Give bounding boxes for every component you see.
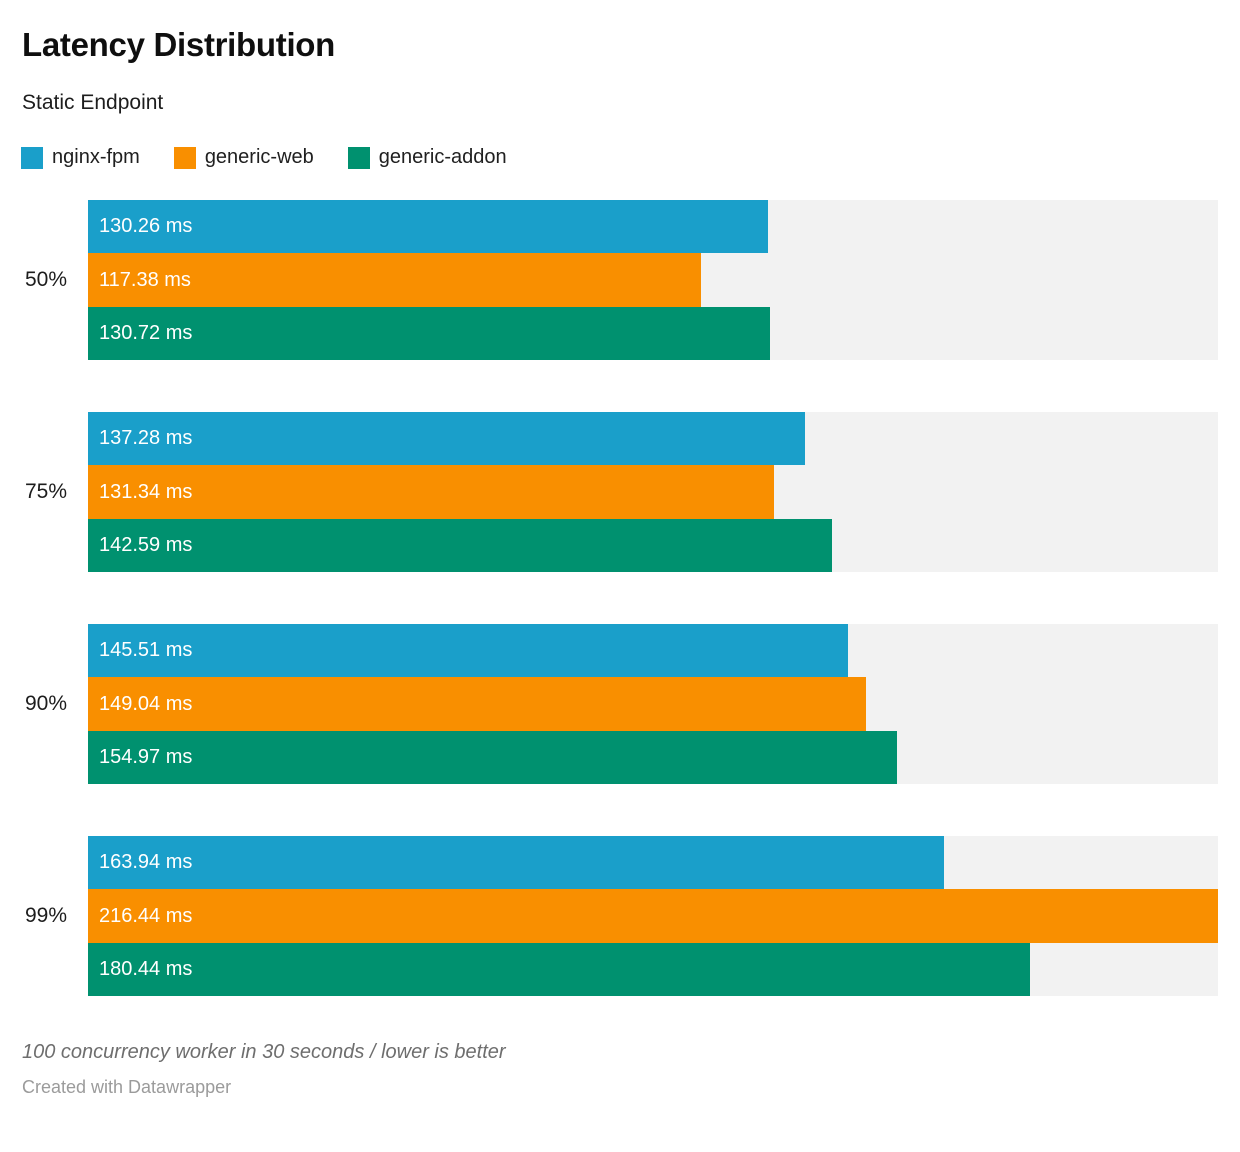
- chart: 50% 130.26 ms 117.38 ms 130.72 ms 75% 137.28 …: [0, 200, 1240, 997]
- legend-swatch-icon: [347, 146, 370, 169]
- bar-fill: 130.26 ms: [88, 200, 769, 254]
- percentile-group: 99% 163.94 ms 216.44 ms 180.44 ms: [0, 836, 1240, 997]
- footer-note: 100 concurrency worker in 30 seconds / l…: [22, 1041, 506, 1064]
- bar-fill: 131.34 ms: [88, 465, 774, 519]
- bar-value-label: 131.34 ms: [99, 480, 193, 503]
- legend-swatch-icon: [21, 146, 43, 169]
- bar-value-label: 216.44 ms: [99, 904, 193, 927]
- bar-track: 130.72 ms: [88, 306, 1218, 361]
- percentile-group: 90% 145.51 ms 149.04 ms 154.97 ms: [0, 624, 1240, 785]
- bar-fill: 142.59 ms: [88, 518, 833, 573]
- legend-item: generic-addon: [347, 146, 507, 169]
- bar-value-label: 117.38 ms: [99, 268, 191, 291]
- bar-track: 130.26 ms: [88, 200, 1218, 254]
- legend-swatch-icon: [173, 146, 196, 169]
- bar-track: 216.44 ms: [88, 889, 1218, 943]
- bar-track: 137.28 ms: [88, 412, 1218, 466]
- bar-value-label: 137.28 ms: [99, 427, 193, 450]
- bar-track: 142.59 ms: [88, 518, 1218, 573]
- bar-track: 131.34 ms: [88, 465, 1218, 519]
- bar-fill: 180.44 ms: [88, 942, 1031, 997]
- legend-label: generic-addon: [378, 146, 507, 169]
- bar-value-label: 130.72 ms: [99, 321, 193, 344]
- bar-stack: 130.26 ms 117.38 ms 130.72 ms: [88, 200, 1218, 361]
- page-title: Latency Distribution: [22, 26, 336, 63]
- percentile-group: 75% 137.28 ms 131.34 ms 142.59 ms: [0, 412, 1240, 573]
- chart-page: Latency Distribution Static Endpoint ngi…: [0, 26, 1240, 1152]
- bar-fill: 149.04 ms: [88, 677, 867, 731]
- bar-track: 117.38 ms: [88, 253, 1218, 307]
- legend-label: generic-web: [204, 146, 314, 169]
- bar-fill: 154.97 ms: [88, 730, 898, 785]
- bar-fill: 145.51 ms: [88, 624, 848, 678]
- bar-value-label: 142.59 ms: [99, 533, 193, 556]
- bar-track: 145.51 ms: [88, 624, 1218, 678]
- bar-stack: 163.94 ms 216.44 ms 180.44 ms: [88, 836, 1218, 997]
- bar-stack: 137.28 ms 131.34 ms 142.59 ms: [88, 412, 1218, 573]
- bar-value-label: 180.44 ms: [99, 957, 193, 980]
- bar-fill: 216.44 ms: [88, 889, 1218, 943]
- bar-fill: 163.94 ms: [88, 836, 944, 890]
- bar-value-label: 149.04 ms: [99, 692, 193, 715]
- legend-label: nginx-fpm: [52, 146, 140, 169]
- row-label: 75%: [24, 480, 67, 504]
- bar-fill: 137.28 ms: [88, 412, 805, 466]
- bar-track: 180.44 ms: [88, 942, 1218, 997]
- bar-value-label: 130.26 ms: [99, 215, 193, 238]
- bar-track: 163.94 ms: [88, 836, 1218, 890]
- footer-attribution: Created with Datawrapper: [22, 1077, 232, 1098]
- legend: nginx-fpm generic-web generic-addon: [21, 146, 1240, 169]
- row-label: 50%: [24, 268, 67, 292]
- bar-value-label: 154.97 ms: [99, 745, 193, 768]
- page-subtitle: Static Endpoint: [22, 90, 164, 114]
- row-label: 90%: [24, 692, 67, 716]
- bar-track: 149.04 ms: [88, 677, 1218, 731]
- bar-fill: 130.72 ms: [88, 306, 771, 361]
- bar-value-label: 163.94 ms: [99, 851, 193, 874]
- legend-item: nginx-fpm: [21, 146, 140, 169]
- bar-track: 154.97 ms: [88, 730, 1218, 785]
- bar-value-label: 145.51 ms: [99, 639, 193, 662]
- legend-item: generic-web: [173, 146, 314, 169]
- bar-fill: 117.38 ms: [88, 253, 701, 307]
- row-label: 99%: [24, 904, 67, 928]
- bar-stack: 145.51 ms 149.04 ms 154.97 ms: [88, 624, 1218, 785]
- percentile-group: 50% 130.26 ms 117.38 ms 130.72 ms: [0, 200, 1240, 361]
